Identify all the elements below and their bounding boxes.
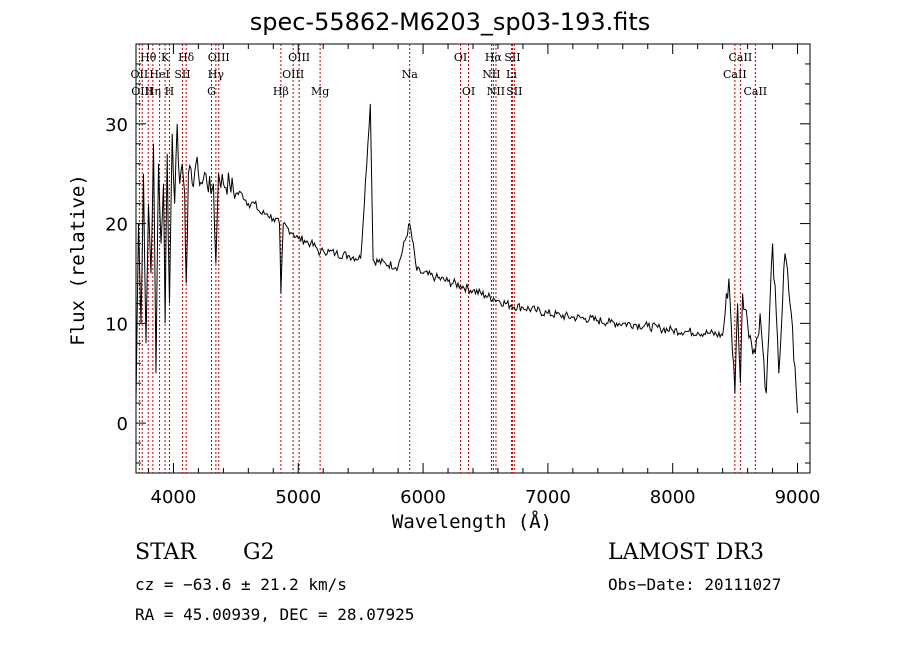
y-tick-label: 10 <box>105 314 128 335</box>
line-label: OI <box>462 85 475 98</box>
line-label: Hη <box>145 85 161 98</box>
line-label: Hα <box>485 51 503 64</box>
line-label: OIII <box>282 68 304 81</box>
x-axis-label: Wavelength (Å) <box>392 510 552 533</box>
line-label: CaII <box>743 85 767 98</box>
y-tick-label: 0 <box>117 414 128 435</box>
line-label: Hγ <box>208 68 225 81</box>
object-subclass: G2 <box>243 540 275 565</box>
x-tick-label: 7000 <box>525 487 571 508</box>
line-label: SII <box>504 51 520 64</box>
line-label: Na <box>402 68 419 81</box>
observation-date: Obs−Date: 20111027 <box>608 575 782 594</box>
x-tick-label: 4000 <box>151 487 197 508</box>
x-tick-label: 9000 <box>775 487 821 508</box>
line-label: Hβ <box>273 85 289 98</box>
line-label: OIII <box>131 85 153 98</box>
line-label: SII <box>174 68 190 81</box>
chart-title: spec-55862-M6203_sp03-193.fits <box>249 8 651 36</box>
x-tick-label: 8000 <box>650 487 696 508</box>
y-axis-label: Flux (relative) <box>67 174 89 346</box>
x-tick-label: 5000 <box>275 487 321 508</box>
line-label: OIII <box>208 51 230 64</box>
line-label: Hθ <box>140 51 157 64</box>
line-label: NII <box>482 68 500 81</box>
line-label: OI <box>454 51 467 64</box>
line-label: Hδ <box>178 51 195 64</box>
line-label: OIII <box>288 51 310 64</box>
line-label: Mg <box>311 85 329 98</box>
line-label: H <box>165 85 175 98</box>
line-label: Li <box>506 68 517 81</box>
line-label: G <box>207 85 216 98</box>
line-label: CaII <box>723 68 747 81</box>
x-tick-label: 6000 <box>400 487 446 508</box>
spectrum-line <box>135 103 798 414</box>
line-label: CaII <box>729 51 753 64</box>
line-label: K <box>161 51 170 64</box>
line-label: HeI <box>149 68 169 81</box>
plot-frame <box>135 43 811 474</box>
line-label: SII <box>506 85 522 98</box>
ra-dec-coordinates: RA = 45.00939, DEC = 28.07925 <box>135 605 415 624</box>
line-label: NII <box>487 85 505 98</box>
object-class: STAR <box>135 540 196 565</box>
y-tick-label: 20 <box>105 215 128 236</box>
redshift-velocity: cz = −63.6 ± 21.2 km/s <box>135 575 347 594</box>
y-tick-label: 30 <box>105 115 128 136</box>
survey-name: LAMOST DR3 <box>608 540 764 565</box>
line-label: OII <box>131 68 149 81</box>
